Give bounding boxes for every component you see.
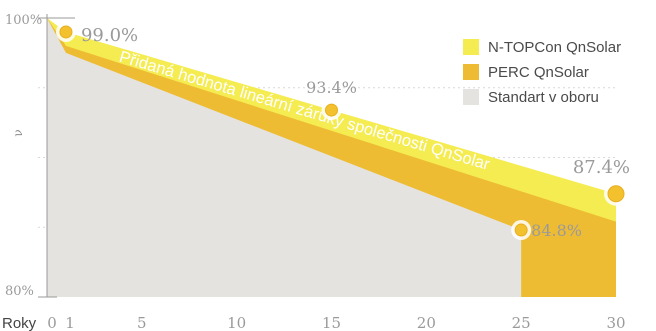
point-value-label: 87.4% xyxy=(573,157,630,178)
data-point-marker xyxy=(59,25,73,39)
x-tick-label: 5 xyxy=(137,314,147,331)
data-point-marker xyxy=(325,103,338,117)
y-axis-symbol: ν xyxy=(11,129,25,136)
data-point-marker xyxy=(514,223,528,237)
point-markers: 99.0% 93.4% 87.4% 84.8% xyxy=(55,21,630,241)
chart-areas xyxy=(47,18,616,297)
legend-swatch xyxy=(463,89,479,105)
legend-label: PERC QnSolar xyxy=(488,64,589,81)
point-value-label: 99.0% xyxy=(81,25,138,46)
legend-label: Standart v oboru xyxy=(488,89,599,106)
legend: N-TOPCon QnSolar PERC QnSolar Standart v o… xyxy=(463,39,621,106)
x-tick-label: 20 xyxy=(417,314,436,331)
legend-swatch xyxy=(463,39,479,55)
x-tick-label: 1 xyxy=(65,314,75,331)
x-tick-label: 30 xyxy=(606,314,625,331)
x-tick-label: 10 xyxy=(227,314,246,331)
y-tick-label: 100% xyxy=(5,13,42,28)
chart-axes: 100%80%0 1 5 10 15 20 25 30 xyxy=(5,13,626,331)
legend-swatch xyxy=(463,64,479,80)
x-tick-label: 0 xyxy=(47,314,57,331)
x-axis-title: Roky xyxy=(2,315,37,331)
x-tick-label: 15 xyxy=(322,314,341,331)
y-tick-label: 80% xyxy=(5,284,34,299)
area-standard xyxy=(47,18,522,297)
legend-label: N-TOPCon QnSolar xyxy=(488,39,621,56)
point-value-label: 84.8% xyxy=(531,221,582,240)
data-point-marker xyxy=(607,185,625,203)
point-value-label: 93.4% xyxy=(306,78,357,97)
x-tick-label: 25 xyxy=(512,314,531,331)
